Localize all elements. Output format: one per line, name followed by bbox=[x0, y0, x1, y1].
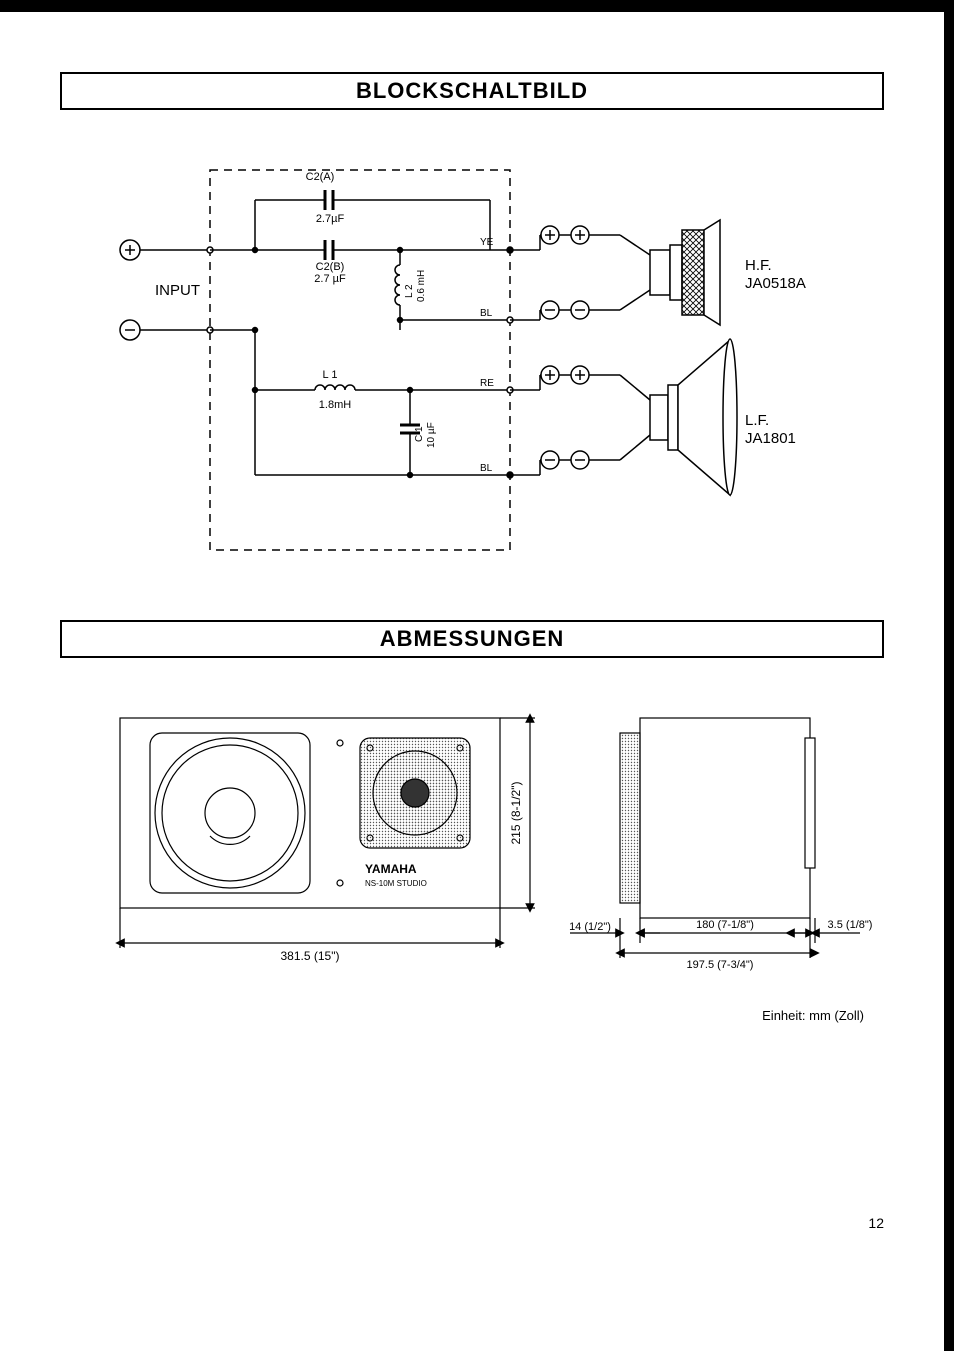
dim-depth-total: 197.5 (7-3/4") bbox=[687, 959, 754, 971]
hf-terminals bbox=[510, 226, 620, 320]
lf-label-1: L.F. bbox=[745, 412, 769, 429]
wire-bl-1: BL bbox=[480, 308, 493, 319]
l2-val: 0.6 mH bbox=[416, 270, 427, 302]
c2b-val: 2.7 µF bbox=[314, 273, 346, 285]
schematic-diagram: INPUT C2(A) 2.7µF bbox=[60, 150, 884, 580]
dimensions-diagram: YAMAHA NS-10M STUDIO 381.5 (15") 215 (8-… bbox=[60, 698, 884, 998]
page: BLOCKSCHALTBILD INPUT bbox=[0, 0, 954, 1351]
lf-label-2: JA1801 bbox=[745, 430, 796, 447]
dim-depth-body: 180 (7-1/8") bbox=[696, 919, 754, 931]
hf-label-1: H.F. bbox=[745, 257, 772, 274]
c2a-ref: C2(A) bbox=[306, 171, 335, 183]
model-label: NS-10M STUDIO bbox=[365, 879, 427, 888]
side-view: 14 (1/2") 180 (7-1/8") 197.5 (7-3/4") 3.… bbox=[569, 718, 872, 971]
section-title-abmessungen: ABMESSUNGEN bbox=[60, 620, 884, 658]
dim-back-offset: 3.5 (1/8") bbox=[828, 919, 873, 931]
lf-driver: L.F. JA1801 bbox=[620, 339, 796, 495]
c2b-ref: C2(B) bbox=[316, 261, 345, 273]
input-label: INPUT bbox=[155, 282, 200, 299]
page-number: 12 bbox=[868, 1215, 884, 1231]
wire-bl-2: BL bbox=[480, 463, 493, 474]
section-title-blockschaltbild: BLOCKSCHALTBILD bbox=[60, 72, 884, 110]
c1-ref: C 1 bbox=[414, 426, 425, 442]
l1-ref: L 1 bbox=[323, 369, 338, 381]
hf-driver: H.F. JA0518A bbox=[620, 220, 806, 325]
wire-re: RE bbox=[480, 378, 494, 389]
c1-val: 10 µF bbox=[426, 422, 437, 448]
dim-height: 215 (8-1/2") bbox=[509, 782, 523, 845]
l2-ref: L 2 bbox=[404, 284, 415, 298]
unit-label: Einheit: mm (Zoll) bbox=[60, 1008, 884, 1023]
dim-front-offset: 14 (1/2") bbox=[569, 921, 611, 933]
wire-ye: YE bbox=[480, 237, 494, 248]
dim-width: 381.5 (15") bbox=[281, 949, 340, 963]
section-title-text-2: ABMESSUNGEN bbox=[380, 626, 565, 651]
c2a-val: 2.7µF bbox=[316, 213, 345, 225]
brand-label: YAMAHA bbox=[365, 862, 417, 876]
l1-val: 1.8mH bbox=[319, 399, 351, 411]
lf-terminals bbox=[510, 366, 620, 475]
hf-label-2: JA0518A bbox=[745, 275, 806, 292]
section-title-text: BLOCKSCHALTBILD bbox=[356, 78, 588, 103]
